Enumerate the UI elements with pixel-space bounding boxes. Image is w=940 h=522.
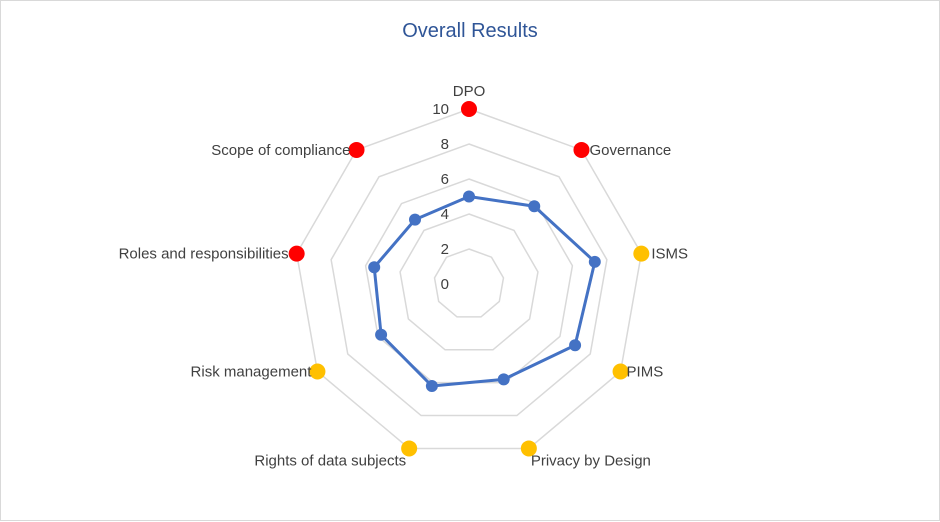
status-marker-4	[612, 363, 629, 380]
tick-label: 8	[441, 136, 449, 153]
data-point-6	[425, 379, 438, 392]
data-point-9	[409, 213, 422, 226]
grid-ring-2	[433, 248, 505, 318]
status-marker-8	[288, 245, 305, 262]
data-point-5	[497, 373, 510, 386]
status-marker-5	[520, 440, 537, 457]
tick-label: 2	[441, 241, 449, 258]
data-point-3	[588, 255, 601, 268]
status-marker-2	[573, 141, 590, 158]
grid-ring-4	[399, 213, 539, 351]
category-label: Privacy by Design	[531, 452, 651, 469]
grid-ring-8	[330, 143, 608, 417]
category-label: Governance	[589, 142, 671, 159]
data-point-4	[569, 339, 582, 352]
grid-ring-10	[295, 108, 643, 450]
category-label: Rights of data subjects	[254, 452, 406, 469]
category-label: Scope of compliance	[211, 142, 350, 159]
category-label: Risk management	[191, 364, 313, 381]
category-label: Roles and responsibilities	[119, 246, 289, 263]
status-marker-3	[633, 245, 650, 262]
tick-label: 4	[441, 206, 449, 223]
data-point-2	[528, 200, 541, 213]
category-label: PIMS	[627, 364, 664, 381]
tick-label: 0	[441, 276, 449, 293]
status-marker-6	[401, 440, 418, 457]
chart-title: Overall Results	[402, 20, 538, 42]
data-point-8	[368, 261, 381, 274]
status-marker-1	[461, 101, 477, 117]
series-line	[372, 195, 597, 388]
tick-label: 6	[441, 171, 449, 188]
status-marker-9	[348, 141, 365, 158]
category-label: DPO	[453, 83, 486, 100]
status-marker-7	[309, 363, 326, 380]
tick-label: 10	[432, 101, 449, 118]
data-point-1	[463, 190, 475, 203]
category-label: ISMS	[651, 246, 688, 263]
data-point-7	[375, 328, 388, 341]
